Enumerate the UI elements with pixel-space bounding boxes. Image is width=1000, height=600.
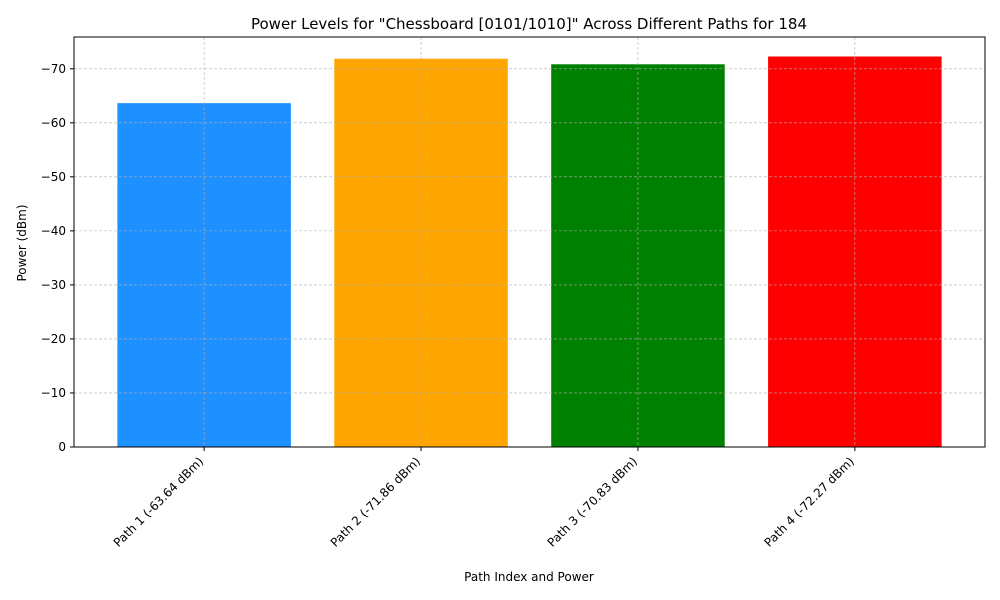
y-tick-label: −50 [41,170,66,184]
x-tick-label: Path 1 (-63.64 dBm) [111,454,206,549]
x-tick-label: Path 4 (-72.27 dBm) [761,454,856,549]
y-tick-label: −60 [41,116,66,130]
y-tick-label: −10 [41,386,66,400]
chart-title: Power Levels for "Chessboard [0101/1010]… [251,15,807,33]
bars [117,56,942,448]
y-tick-label: 0 [58,440,66,454]
y-tick-label: −30 [41,278,66,292]
y-tick-label: −40 [41,224,66,238]
x-axis-label: Path Index and Power [464,570,594,584]
x-tick-label: Path 2 (-71.86 dBm) [328,454,423,549]
plot-frame [73,36,986,448]
x-tick-label: Path 3 (-70.83 dBm) [545,454,640,549]
y-tick-label: −20 [41,332,66,346]
y-axis-label: Power (dBm) [15,205,29,282]
y-tick-label: −70 [41,62,66,76]
bar-path-4 [768,56,942,447]
